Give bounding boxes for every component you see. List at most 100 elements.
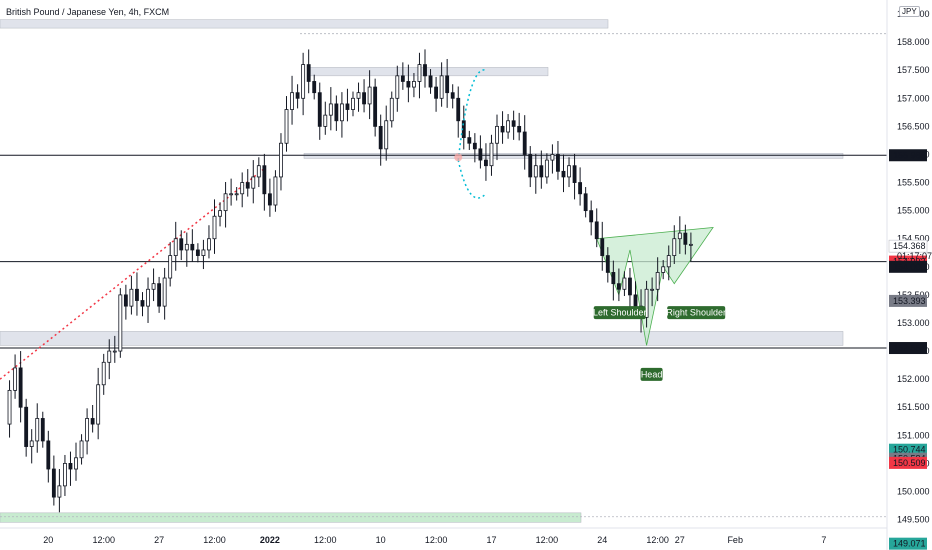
candle-body	[301, 64, 306, 99]
candle-body	[212, 215, 217, 240]
candle-body	[295, 92, 300, 99]
chart-title: British Pound / Japanese Yen, 4h, FXCM	[6, 7, 170, 17]
candle-body	[151, 283, 156, 290]
candle-body	[328, 103, 333, 116]
candle-body	[362, 92, 366, 105]
zone-rect	[0, 19, 609, 29]
pattern-polygon	[596, 227, 714, 346]
candle-body	[190, 243, 195, 251]
price-badge-bg	[889, 294, 927, 307]
candle-body	[195, 249, 200, 256]
candle-body	[40, 418, 45, 442]
candle-body	[517, 125, 522, 133]
x-tick-label: 12:00	[314, 535, 337, 545]
price-badge-bg	[888, 239, 928, 253]
candle-body	[605, 255, 610, 273]
candle-body	[262, 165, 267, 195]
y-tick-label: 151.500	[897, 402, 930, 412]
candle-body	[533, 165, 538, 178]
candle-body	[85, 418, 90, 442]
candle-body	[345, 103, 350, 110]
y-tick-label: 149.500	[897, 515, 930, 525]
price-badge-label: 154.368	[893, 241, 926, 251]
x-tick-label: 10	[376, 535, 386, 545]
candle-body	[556, 154, 560, 172]
zone-rect	[307, 67, 549, 77]
time-axis[interactable]: 20 12:00 27 12:00 2022 12:00 10 12:00 17 12:00 24 1…	[0, 527, 887, 545]
candle-body	[51, 468, 56, 498]
candle-body	[323, 114, 328, 127]
candle-body	[24, 406, 29, 447]
candle-body	[123, 294, 128, 307]
price-badge-bg	[889, 149, 927, 162]
candle-body	[184, 243, 189, 251]
x-tick-label: 20	[43, 535, 53, 545]
y-tick-label: 155.000	[897, 206, 930, 216]
candle-body	[317, 92, 322, 127]
y-tick-label: 154.500	[897, 234, 930, 244]
candle-body	[218, 210, 222, 217]
candle-body	[234, 193, 239, 196]
zone-rect	[0, 512, 582, 523]
candle-body	[356, 92, 361, 99]
price-badge-label: 155.986	[893, 150, 926, 160]
candle-body	[628, 277, 632, 296]
x-tick-label: Feb	[727, 535, 743, 545]
zone-rect	[303, 153, 844, 159]
x-tick-label: 2022	[260, 535, 280, 545]
candle-body	[395, 75, 400, 99]
candle-body	[229, 193, 234, 196]
projection-layer	[454, 69, 487, 199]
annotation-label: Right Shoulder	[666, 308, 726, 318]
candle-body	[683, 232, 688, 245]
candle-body	[467, 137, 472, 144]
candle-body	[661, 266, 666, 273]
candle-body	[245, 182, 250, 189]
candle-body	[594, 221, 599, 240]
candle-body	[18, 367, 23, 408]
candle-body	[68, 463, 73, 470]
candle-body	[417, 64, 422, 82]
currency-badge[interactable]: JPY	[899, 6, 920, 17]
y-tick-label: 153.000	[897, 318, 930, 328]
head-shoulders-pattern	[596, 227, 714, 346]
candle-body	[677, 232, 682, 240]
candle-body	[445, 75, 450, 94]
candle-body	[146, 288, 150, 307]
price-badges: 155.986154.368154.093154.000153.393152.5…	[888, 149, 932, 550]
candle-body	[168, 255, 173, 279]
y-tick-label: 153.500	[897, 290, 930, 300]
candle-body	[140, 300, 145, 307]
candle-body	[611, 272, 616, 285]
candle-body	[589, 210, 594, 223]
candle-body	[578, 182, 583, 195]
candle-body	[46, 440, 51, 470]
price-badge-bg	[889, 537, 927, 550]
annotation-label-bg	[593, 306, 646, 320]
y-tick-label: 157.000	[897, 93, 930, 103]
zone-rect	[0, 331, 844, 346]
y-tick-label: 150.000	[897, 486, 930, 496]
candle-body	[406, 81, 411, 88]
candle-body	[666, 255, 671, 268]
candle-body	[112, 350, 117, 353]
candle-body	[672, 238, 677, 256]
candle-body	[367, 86, 372, 105]
candle-body	[688, 243, 693, 246]
candle-body	[489, 142, 494, 167]
x-tick-label: 12:00	[425, 535, 448, 545]
candle-body	[400, 75, 405, 82]
candle-body	[544, 159, 549, 178]
candle-body	[240, 182, 245, 195]
candle-body	[411, 81, 416, 88]
projection-up	[457, 69, 487, 161]
price-badge-bg	[889, 260, 927, 273]
candle-body	[79, 440, 84, 459]
candle-body	[428, 75, 433, 88]
candle-body	[13, 367, 18, 391]
candle-body	[633, 294, 638, 307]
x-tick-label: 24	[597, 535, 607, 545]
x-tick-label: 12:00	[92, 535, 115, 545]
y-tick-label: 156.500	[897, 121, 930, 131]
